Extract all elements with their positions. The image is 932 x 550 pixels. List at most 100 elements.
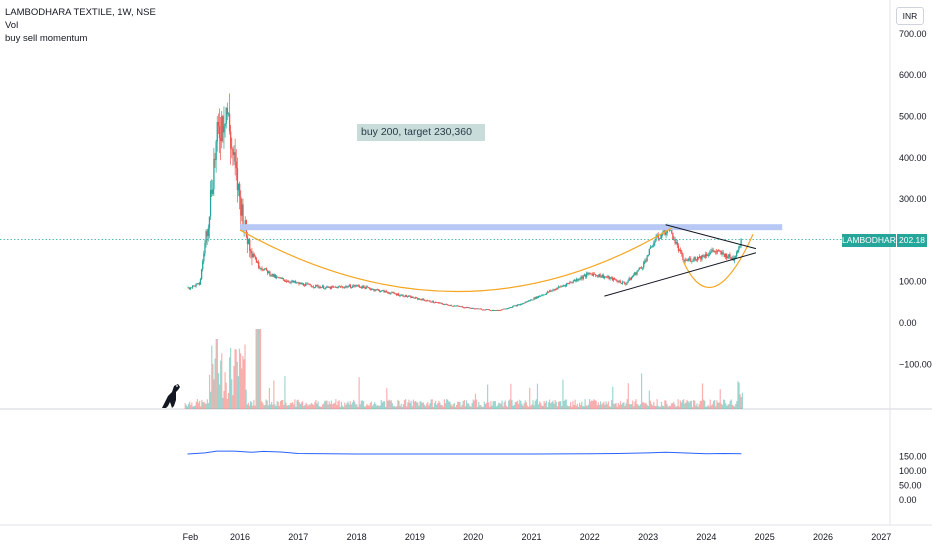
candle-body (335, 287, 337, 288)
candle-body (420, 299, 422, 301)
volume-bar (646, 404, 648, 409)
candle-body (609, 277, 611, 279)
symbol-title[interactable]: LAMBODHARA TEXTILE, 1W, NSE (5, 7, 156, 18)
candle-body (270, 275, 272, 277)
candle-body (319, 286, 321, 289)
volume-bar (216, 339, 218, 409)
volume-bar (482, 406, 484, 409)
volume-bar (197, 402, 200, 409)
candle-body (414, 297, 417, 299)
candle-body (488, 309, 490, 311)
candle-body (286, 280, 288, 282)
price-axis[interactable]: 700.00600.00500.00400.00300.00200.00100.… (899, 29, 932, 505)
candle-body (654, 240, 656, 244)
time-axis[interactable]: Feb 2016 2017 2018 2019 2020 2021 2022 2023 2024 2… (183, 532, 892, 542)
candle-body (658, 238, 661, 240)
candle-body (280, 277, 282, 279)
candle-body (431, 301, 433, 303)
volume-bar (400, 403, 402, 409)
candle-body (258, 261, 260, 268)
candle-body (403, 296, 405, 298)
candle-body (493, 310, 495, 311)
last-price-label: 202.18 (897, 234, 927, 247)
candle-body (541, 295, 543, 297)
currency-badge[interactable]: INR (896, 7, 924, 25)
volume-bar (514, 401, 516, 409)
candle-body (301, 283, 304, 285)
volume-bar (695, 405, 697, 409)
candle-body (596, 275, 598, 277)
time-tick-label: 2024 (696, 532, 716, 542)
candle-body (441, 303, 443, 305)
candle-body (540, 295, 542, 297)
volume-bar (334, 402, 336, 409)
volume-bar (349, 401, 351, 409)
candle-body (367, 287, 370, 289)
volume-bar (226, 398, 228, 409)
candle-body (521, 304, 523, 305)
candle-body (600, 276, 602, 278)
volume-bar (550, 403, 552, 409)
candle-body (608, 275, 610, 279)
volume-bar (559, 401, 561, 409)
volume-bar (681, 400, 684, 409)
volume-bar (237, 376, 239, 409)
volume-bar (206, 399, 208, 409)
candle-body (433, 302, 436, 304)
volume-bar (372, 404, 375, 409)
indicator-legend[interactable]: buy sell momentum (5, 33, 88, 44)
candle-body (329, 286, 331, 289)
volume-bar (485, 402, 488, 409)
candle-body (440, 302, 442, 304)
candle-body (392, 292, 394, 293)
volume-bar (207, 403, 210, 409)
volume-bar (458, 401, 460, 409)
candle-body (695, 259, 698, 261)
candle-body (378, 289, 381, 292)
volume-bar (417, 402, 419, 409)
volume-bar (357, 406, 359, 409)
candle-body (523, 302, 525, 304)
volume-bar (656, 399, 658, 409)
candle-body (404, 295, 406, 297)
volume-bar (306, 404, 308, 409)
volume-bar (707, 404, 709, 409)
candle-body (552, 289, 554, 291)
candle-body (296, 282, 298, 284)
volume-legend[interactable]: Vol (5, 20, 19, 31)
candle-body (260, 268, 262, 270)
volume-bar (448, 401, 450, 409)
volume-bar (238, 348, 241, 409)
candle-body (422, 298, 424, 300)
volume-bar (440, 405, 442, 409)
candle-body (700, 256, 702, 260)
candle-body (680, 249, 682, 252)
volume-bar (611, 400, 613, 409)
candle-body (500, 309, 503, 311)
volume-bar (406, 406, 408, 409)
volume-bar (352, 399, 355, 409)
volume-bar (650, 403, 653, 409)
candle-body (474, 308, 476, 310)
candle-body (495, 310, 497, 311)
volume-bar (479, 405, 481, 409)
candle-body (326, 286, 328, 288)
volume-bar (571, 406, 573, 409)
volume-bar (310, 402, 313, 409)
candle-body (709, 252, 711, 255)
volume-bar (369, 403, 371, 409)
volume-bar (565, 399, 567, 409)
volume-bar (246, 404, 248, 409)
volume-bar (533, 405, 535, 409)
volume-bar (509, 399, 511, 409)
candle-body (234, 152, 236, 162)
volume-bar (212, 363, 214, 409)
candle-body (375, 289, 377, 291)
volume-bar (739, 394, 741, 409)
volume-bar (397, 399, 399, 409)
volume-bar (401, 406, 403, 409)
volume-bar (475, 399, 478, 409)
candle-body (650, 246, 653, 248)
trade-note[interactable]: buy 200, target 230,360 (357, 124, 485, 141)
volume-bar (446, 399, 448, 409)
